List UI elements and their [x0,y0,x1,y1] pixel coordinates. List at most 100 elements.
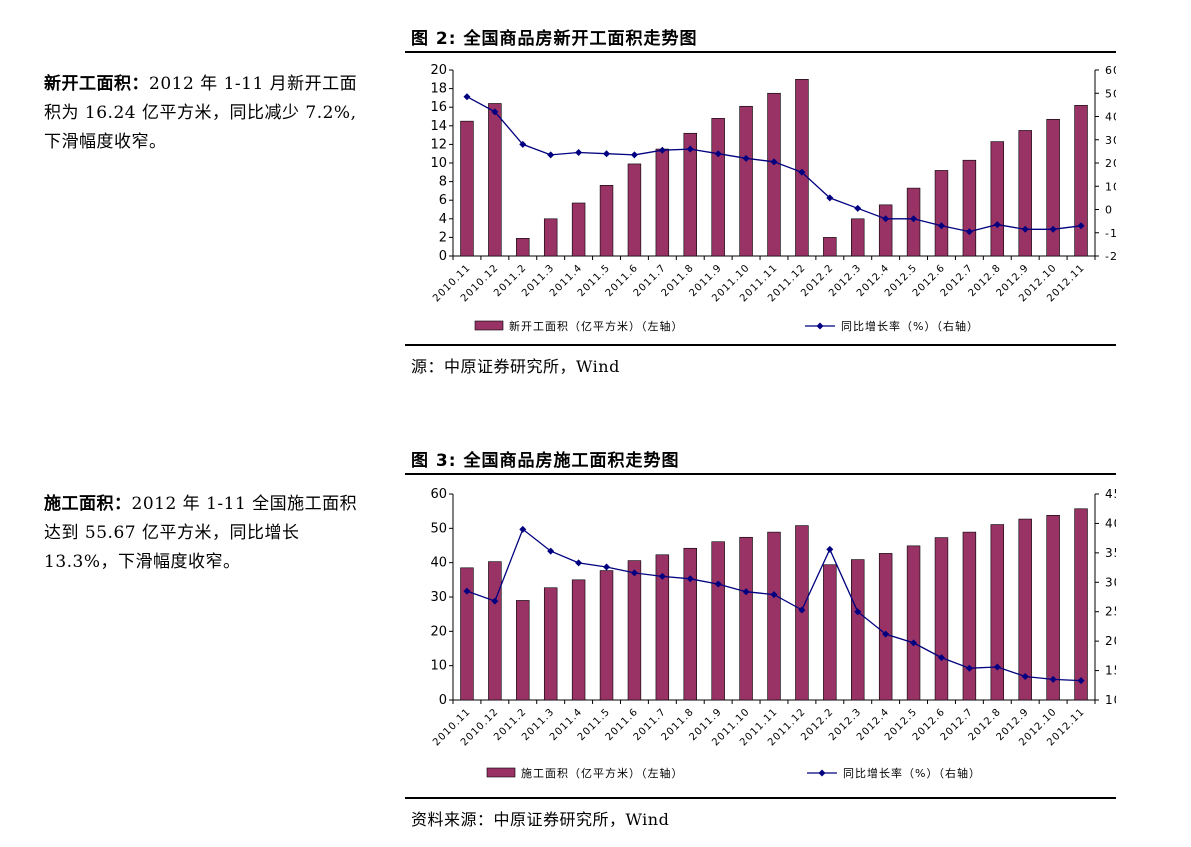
line-point [686,145,694,153]
right-tick-label: 10 [1105,693,1116,707]
line-point [798,168,806,176]
line-point [965,664,973,672]
right-tick-label: 0 [1105,204,1113,217]
bar [1018,130,1032,257]
note-lead: 施工面积： [44,494,132,514]
note-new-construction: 新开工面积：2012 年 1-11 月新开工面积为 16.24 亿平方米，同比减… [44,70,364,157]
line-point [1049,225,1057,233]
figure-title: 图 3: 全国商品房施工面积走势图 [411,451,680,471]
bar [683,547,697,701]
left-tick-label: 18 [430,82,447,97]
left-tick-label: 14 [430,119,447,134]
bar [1046,118,1060,257]
bar [767,531,781,701]
legend-line-label: 同比增长率（%）（右轴） [843,766,981,780]
line-point [742,154,750,162]
line-point [575,559,583,567]
line-point [854,204,862,212]
bar [543,218,558,257]
bar [599,185,614,257]
left-tick-label: 20 [430,63,447,78]
bar [851,559,865,701]
line-point [854,608,862,616]
note-lead: 新开工面积： [44,74,149,94]
line-point [714,150,722,158]
bar [878,553,893,701]
bar [1074,508,1088,701]
bar [823,237,837,257]
line-point [630,569,638,577]
legend-bar-swatch [486,767,516,778]
bar [1046,514,1060,701]
line-point [575,149,583,157]
left-tick-label: 0 [439,249,447,264]
divider [405,473,1116,475]
bar [655,554,670,701]
right-tick-label: 10 [1105,180,1116,193]
bar [906,545,921,701]
left-tick-label: 40 [430,556,447,571]
left-tick-label: 30 [430,590,447,605]
left-tick-label: 8 [439,175,447,190]
right-tick-label: -10 [1105,227,1116,240]
legend-line-marker [818,769,826,777]
line-point [937,654,945,662]
line-point [965,228,973,236]
right-tick-label: 30 [1105,575,1116,589]
figure-title: 图 2: 全国商品房新开工面积走势图 [411,29,698,49]
legend-bar-label: 新开工面积（亿平方米）（左轴） [509,319,684,333]
divider [405,797,1116,799]
line-point [547,151,555,159]
right-tick-label: 60 [1105,64,1116,77]
line-point [603,150,611,158]
bar [934,537,949,701]
bar [460,120,474,257]
line-point [770,158,778,166]
bar [851,218,865,257]
line-point [1077,677,1085,685]
line-point [519,140,527,148]
line-point [491,108,499,116]
bar [934,170,949,257]
line-point [826,545,834,553]
line-point [882,630,890,638]
left-tick-label: 4 [439,212,447,227]
line-point [826,194,834,202]
left-tick-label: 12 [430,137,447,152]
line-point [491,597,499,605]
bar [683,132,697,257]
bar [488,103,502,257]
line-point [770,591,778,599]
legend-bar-swatch [474,320,504,331]
legend-line-label: 同比增长率（%）（右轴） [841,319,979,333]
note-text: 2012 年 1-11 月新开工面积为 16.24 亿平方米，同比减少 7.2%… [44,74,358,152]
line-point [1021,225,1029,233]
bar [655,148,670,257]
line-point [993,221,1001,229]
line-point [658,146,666,154]
bar [516,238,530,257]
line-point [993,663,1001,671]
line-point [1077,222,1085,230]
bar [767,92,781,257]
line-point [686,575,694,583]
bar [627,560,642,701]
legend-bar-label: 施工面积（亿平方米）（左轴） [521,766,684,780]
legend-line-marker [816,322,824,330]
bar [711,541,725,701]
bar [460,567,474,701]
bar [711,118,725,257]
right-tick-label: 15 [1105,664,1116,678]
right-tick-label: 20 [1105,634,1116,648]
line-point [882,215,890,223]
left-tick-label: 16 [430,100,447,115]
bar [739,536,753,701]
bar [599,570,614,701]
bar [962,531,977,701]
line-point [742,588,750,596]
bar [543,587,558,701]
line-point [1021,672,1029,680]
line-point [910,639,918,647]
left-tick-label: 0 [439,693,447,708]
bar [990,141,1005,257]
